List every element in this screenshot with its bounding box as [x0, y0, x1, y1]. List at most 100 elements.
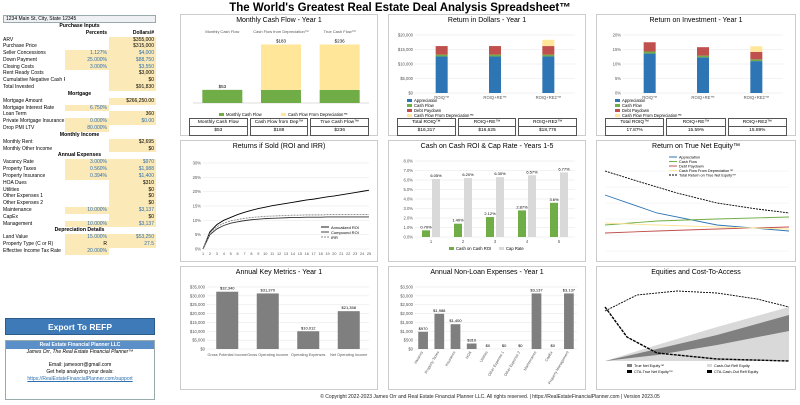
percent-field[interactable]: 3.000% [65, 159, 109, 167]
dollar-field[interactable]: $3,000 [109, 70, 156, 78]
category-label: Cash Flow from Depreciation™ [253, 29, 309, 34]
data-label: $0 [518, 343, 523, 348]
x-tick-label: 10 [263, 252, 267, 256]
input-row: Private Mortgage Insurance 0.000% $0.00 [3, 118, 156, 126]
x-tick-label: 2 [209, 252, 211, 256]
percent-field[interactable]: 3.000% [65, 63, 109, 71]
percent-field[interactable]: 6.750% [65, 104, 109, 112]
data-label: $0 [486, 343, 491, 348]
bar-segment [489, 56, 501, 93]
dollar-field[interactable]: $0 [109, 213, 156, 221]
summary-box: Cash Flow from Dep™ $188 [249, 118, 309, 136]
percent-field[interactable]: R [65, 241, 109, 249]
input-row: Land Value 15.000% $53,250 [3, 234, 156, 242]
dollar-field[interactable]: $0 [109, 186, 156, 194]
monthly-cash-flow-chart: $53 Monthly Cash Flow $183 Cash Flow from D… [193, 29, 369, 117]
input-label: Mortgage Amount [3, 97, 43, 104]
percent-field[interactable]: 80.000% [65, 125, 109, 132]
legend-swatch [627, 370, 632, 373]
line-cta-true-net-equity [604, 290, 790, 312]
percent-field[interactable]: 10.000% [65, 220, 109, 228]
dollar-field[interactable]: $4,000 [109, 50, 156, 57]
dollar-field[interactable]: $970 [109, 159, 156, 167]
dollar-field[interactable]: $310 [109, 179, 156, 187]
legend-swatch [615, 99, 620, 102]
legend-label: Compound ROI [331, 230, 359, 235]
dollar-field[interactable]: $266,250.00 [109, 97, 156, 105]
dollar-field[interactable]: $0 [109, 200, 156, 208]
dollar-field[interactable]: $3,137 [109, 220, 156, 228]
dollar-field[interactable]: 360 [109, 111, 156, 119]
summary-value: 15.89% [749, 128, 766, 133]
data-label: 6.30% [494, 171, 506, 176]
summary-box: True Cash Flow™ $236 [310, 118, 369, 136]
input-label: Rent Ready Costs [3, 70, 44, 77]
support-link[interactable]: https://RealEstateFinancialPlanner.com/s… [27, 376, 133, 382]
input-row: Utilities $0 [3, 186, 156, 194]
y-tick-label: $25,000 [190, 302, 206, 307]
data-label: $32,340 [220, 286, 235, 291]
legend-label: Cash Flow From Depreciation™ [288, 112, 348, 117]
percent-field [65, 43, 109, 50]
dollar-field[interactable]: $0.00 [109, 118, 156, 126]
summary-box: Total ROIQ™ 17.87% [605, 118, 665, 136]
percent-field[interactable]: 0.560% [65, 166, 109, 174]
dollar-field[interactable]: 27.5 [109, 241, 156, 249]
bar-coc [454, 223, 462, 237]
dollar-field [109, 105, 156, 112]
dollar-field[interactable]: $1,400 [109, 173, 156, 180]
address-field[interactable]: 1234 Main St, City, State 12345 [3, 15, 156, 23]
dollar-field[interactable]: $91,830 [109, 84, 156, 91]
percent-field[interactable]: 0.394% [65, 173, 109, 180]
roi-chart: 0% 5% 10% 15% 20% ROIQ™ ROIQ+RE™ ROIQ+RE2™ Appre… [613, 33, 783, 118]
percent-field[interactable]: 25.000% [65, 56, 109, 64]
non-loan-expenses-chart: $0 $500 $1,000 $1,500 $2,000 $2,500 $3,000 $3,5… [400, 285, 577, 385]
chart-title: Return on True Net Equity™ [652, 143, 740, 150]
export-to-refp-button[interactable]: Export To REFP [5, 318, 155, 335]
dollar-field[interactable]: $315,000 [109, 43, 156, 51]
y-tick-label: 8.0% [403, 159, 413, 164]
legend-label: Appreciation [622, 98, 646, 103]
percent-field[interactable]: 0.000% [65, 118, 109, 126]
dollar-field[interactable]: $88,750 [109, 56, 156, 64]
percent-field[interactable]: 15.000% [65, 234, 109, 242]
dollar-field[interactable]: $1,988 [109, 166, 156, 174]
dollar-field[interactable]: $53,250 [109, 234, 156, 242]
percent-field[interactable]: 10.000% [65, 207, 109, 214]
bar-segment [319, 89, 360, 103]
coc-cap-chart: 0.0% 1.0% 2.0% 3.0% 4.0% 5.0% 6.0% 7.0% 8.0% 0.70… [403, 159, 575, 251]
percent-field[interactable]: 20.000% [65, 248, 109, 255]
y-tick-label: 3.0% [403, 206, 413, 211]
summary-label: Cash Flow from Dep™ [250, 119, 308, 127]
y-tick-label: $10,000 [398, 62, 414, 67]
dollar-field[interactable]: $3,137 [109, 207, 156, 214]
dollar-field[interactable]: $2,695 [109, 138, 156, 146]
input-row: Monthly Rent $2,695 [3, 138, 156, 146]
dollar-field[interactable]: $0 [109, 145, 156, 153]
dollar-field[interactable]: $0 [109, 77, 156, 85]
data-label: $1,400 [449, 318, 462, 323]
summary-value: $16,317 [417, 128, 435, 133]
dollar-field[interactable]: $355,000 [109, 36, 156, 44]
data-label: $21,358 [342, 305, 357, 310]
bar [531, 293, 542, 349]
dollar-field[interactable]: $3,550 [109, 63, 156, 71]
input-label: Property Type (C or R) [3, 241, 54, 248]
bar-segment [697, 55, 709, 58]
summary-value: $18,776 [538, 128, 557, 133]
dollar-field[interactable]: $0 [109, 193, 156, 201]
dollars-header: Dollars/# [132, 30, 154, 36]
summary-value: 17.87% [626, 128, 643, 133]
equities-panel: Equities and Cost-To-Access True Net Equ… [596, 266, 796, 390]
y-tick-label: 5.0% [403, 187, 413, 192]
input-row: Monthly Other Income $0 [3, 145, 156, 153]
y-tick-label: $1,000 [400, 329, 413, 334]
area-cashout-refi [605, 307, 789, 361]
bar-coc [486, 217, 494, 237]
series-line [604, 170, 790, 214]
input-row: Total Invested $91,830 [3, 84, 156, 91]
summary-box: ROIQ+RE2™ $18,776 [518, 118, 577, 136]
percent-field[interactable]: 1.127% [65, 50, 109, 57]
x-tick-label: Other Expense 1 [487, 351, 505, 378]
